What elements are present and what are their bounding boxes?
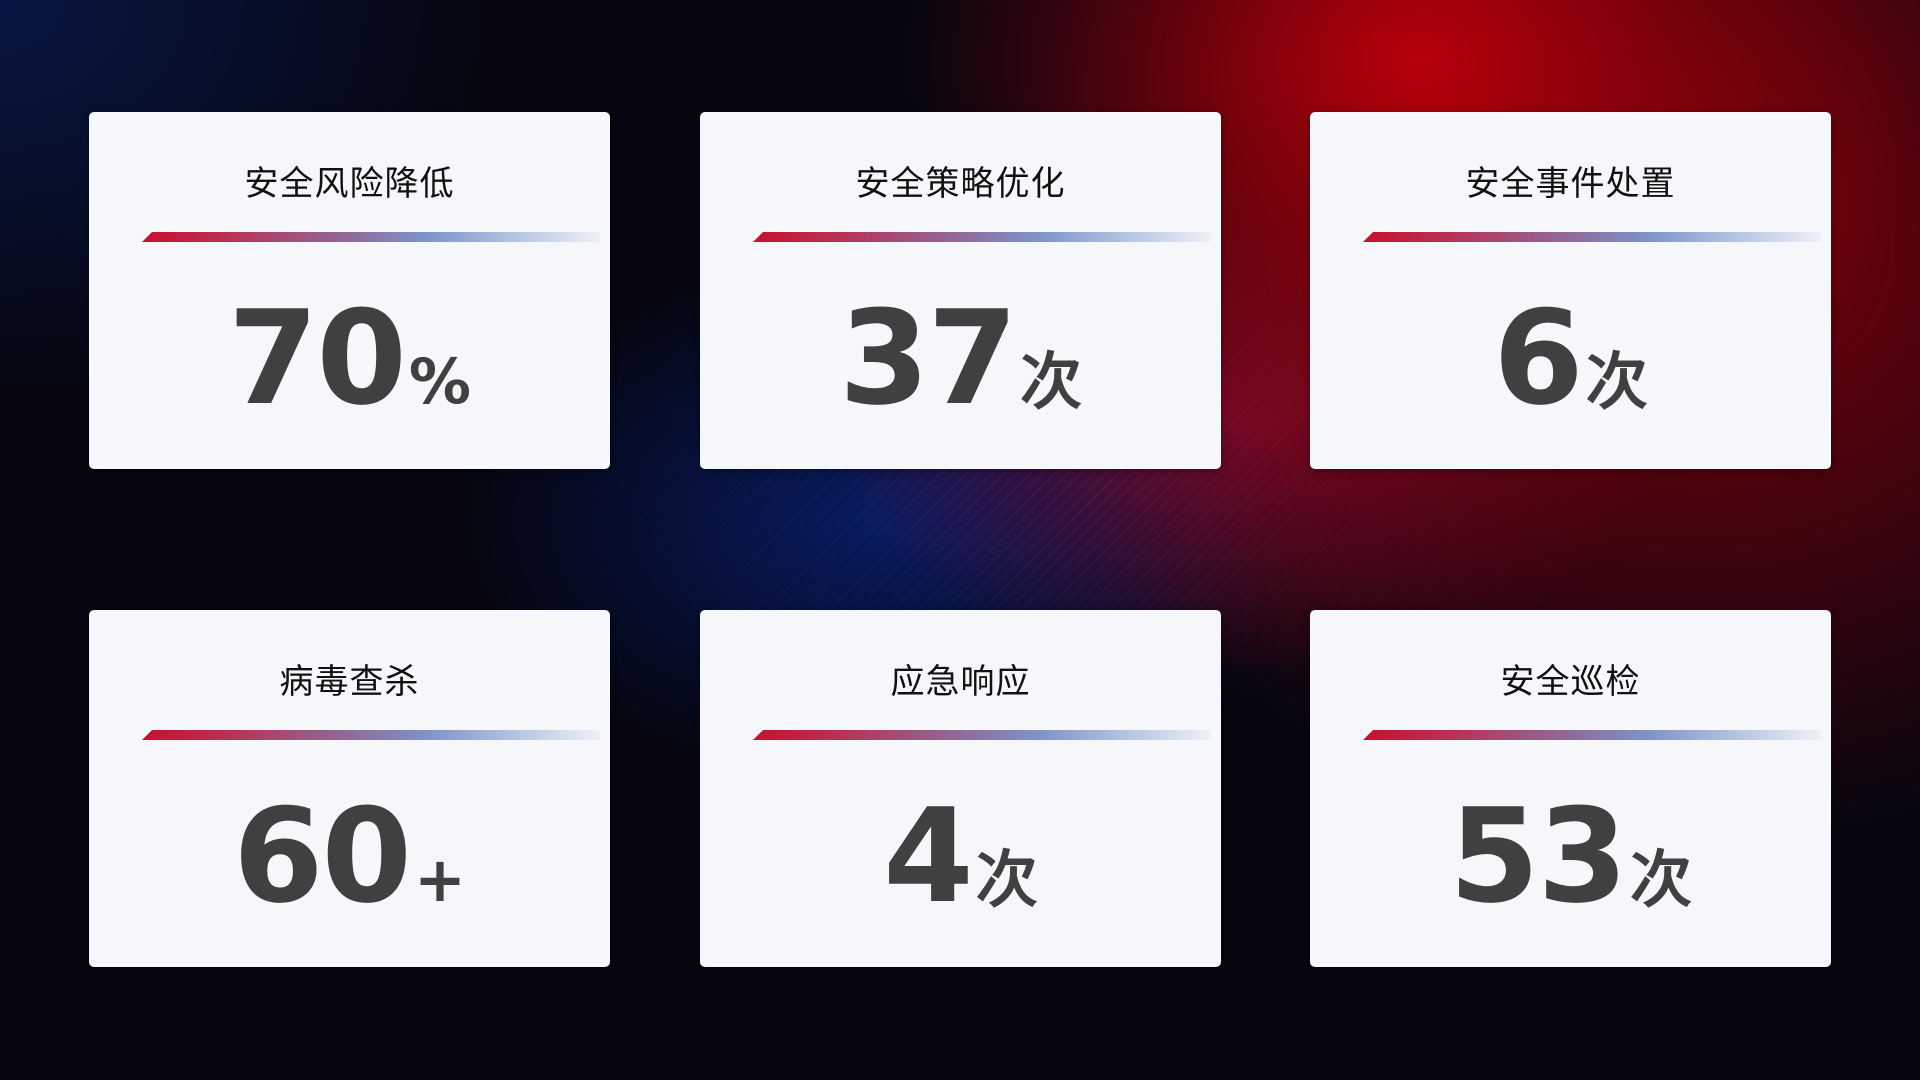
- value-number: 53: [1449, 780, 1628, 932]
- value-number: 4: [883, 780, 973, 932]
- value-number: 60: [233, 780, 412, 932]
- card-value: 4次: [700, 780, 1221, 932]
- stat-card-security-inspection: 安全巡检 53次: [1310, 610, 1831, 967]
- gradient-divider: [753, 232, 1211, 242]
- value-unit: 次: [1585, 345, 1648, 418]
- card-value: 37次: [700, 282, 1221, 434]
- card-value: 60+: [89, 780, 610, 932]
- card-title: 安全巡检: [1500, 662, 1641, 702]
- stat-card-risk-reduction: 安全风险降低 70%: [89, 112, 610, 469]
- value-unit: 次: [1629, 843, 1692, 916]
- gradient-divider: [142, 730, 600, 740]
- card-value: 70%: [89, 282, 610, 434]
- card-title: 安全策略优化: [855, 164, 1066, 204]
- gradient-divider: [1363, 232, 1821, 242]
- card-title: 病毒查杀: [279, 662, 420, 702]
- value-number: 37: [839, 282, 1018, 434]
- value-unit: +: [413, 843, 466, 916]
- value-unit: %: [408, 345, 472, 418]
- card-value: 53次: [1310, 780, 1831, 932]
- gradient-divider: [1363, 730, 1821, 740]
- stat-card-incident-handling: 安全事件处置 6次: [1310, 112, 1831, 469]
- stat-card-policy-optimization: 安全策略优化 37次: [700, 112, 1221, 469]
- card-title: 安全风险降低: [244, 164, 455, 204]
- card-value: 6次: [1310, 282, 1831, 434]
- gradient-divider: [142, 232, 600, 242]
- gradient-divider: [753, 730, 1211, 740]
- stat-card-virus-removal: 病毒查杀 60+: [89, 610, 610, 967]
- value-unit: 次: [1019, 345, 1082, 418]
- card-title: 安全事件处置: [1465, 164, 1676, 204]
- value-unit: 次: [975, 843, 1038, 916]
- value-number: 6: [1493, 282, 1583, 434]
- stat-card-emergency-response: 应急响应 4次: [700, 610, 1221, 967]
- value-number: 70: [227, 282, 407, 434]
- card-title: 应急响应: [890, 662, 1031, 702]
